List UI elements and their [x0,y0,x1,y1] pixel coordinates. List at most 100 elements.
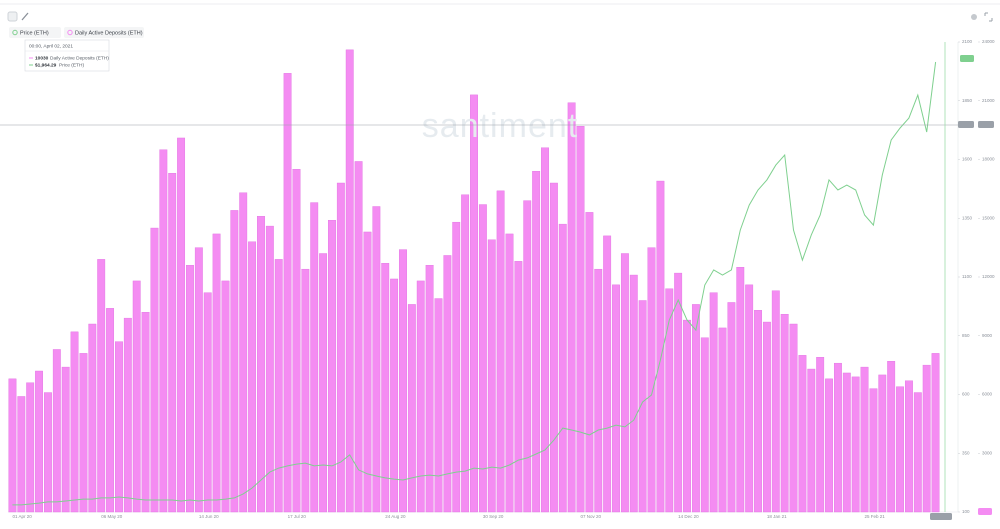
bar [257,216,265,513]
x-tick-label: 14 Jun 20 [199,514,219,519]
x-tick-label: 01 Apr 20 [12,514,32,519]
legend-swatch [67,29,73,36]
bar [700,337,709,513]
bar [239,192,248,513]
legend-label: Daily Active Deposits (ETH) [75,30,143,36]
bar [683,319,691,513]
bar [416,280,425,513]
legend-label: Price (ETH) [20,30,49,36]
y-tick-label: 15000 [982,215,995,220]
y2-tick-label: 100 [962,509,970,514]
settings-icon[interactable] [971,14,977,20]
bar [115,341,123,513]
bar [194,247,203,513]
y2-tick-label: 350 [962,450,970,455]
bar [905,380,913,513]
bar [851,376,860,513]
crosshair-badge [978,121,994,128]
bar [825,378,833,513]
y-tick-label: 3000 [982,450,993,455]
draw-icon[interactable] [21,12,29,21]
bar [913,392,922,513]
bar [301,268,310,513]
y2-tick-label: 1600 [962,157,973,162]
bar [878,374,887,513]
bar [736,267,745,513]
y-tick-label: 9000 [982,333,993,338]
bar [620,253,629,513]
date-badge [930,513,952,520]
bar [141,312,150,513]
bar [434,298,443,513]
tooltip-box [24,39,110,72]
bar [860,366,869,513]
bar [274,259,283,513]
tooltip-value: 10030 [35,55,49,61]
bar [310,202,319,513]
tooltip-label: Price (ETH) [59,62,84,68]
bar [345,49,354,513]
y-tick-label: 6000 [982,392,993,397]
deposits-badge [978,508,992,515]
bar [452,221,461,513]
bar [328,220,336,513]
y2-tick-label: 600 [962,392,970,397]
bar [88,323,97,513]
bar [478,204,487,513]
price-badge [960,55,974,62]
bar [496,190,505,513]
bar [177,137,186,513]
legend-chip[interactable] [64,27,144,38]
bar [17,396,26,513]
bar [159,149,168,513]
y-tick-label: 24000 [982,39,995,44]
bar [816,357,825,513]
fullscreen-icon[interactable] [984,12,993,22]
bar [674,272,683,513]
bar [390,278,399,513]
watermark: santiment [422,107,578,145]
bar [709,292,718,513]
bar [807,368,816,513]
bar [265,225,274,513]
bar [168,173,177,513]
bar [363,231,372,513]
toolbar-icon[interactable] [7,11,18,22]
x-tick-label: 25 Feb 21 [865,514,886,519]
x-tick-label: 30 Sep 20 [483,514,504,519]
bar [745,284,754,513]
bar [594,268,603,513]
y-tick-label: 18000 [982,157,995,162]
x-tick-label: 17 Jul 20 [288,514,307,519]
plot: 100 350 600 850 1100 1350 1600 1850 21000 3000 600… [8,39,995,519]
bar [585,212,594,513]
x-tick-label: 24 Aug 20 [385,514,406,519]
legend-swatch [12,29,18,36]
bar [896,386,904,513]
bar [61,366,70,513]
bar [8,378,17,513]
x-tick-label: 18 Jan 21 [767,514,787,519]
x-tick-label: 07 Nov 20 [581,514,602,519]
bar [514,261,523,513]
bar [931,353,940,513]
y2-tick-label: 1850 [962,98,973,103]
x-tick-label: 14 Dec 20 [678,514,699,519]
x-tick-label: 06 May 20 [101,514,123,519]
bar [691,304,700,513]
bar [79,353,88,513]
bar [283,73,292,513]
bar [221,280,230,513]
bar [372,206,381,513]
bar [647,247,656,513]
bar [603,235,612,513]
bar [336,182,345,513]
bar [629,274,638,513]
bar [727,302,736,513]
bar [549,182,558,513]
bar [425,265,434,513]
legend-chip[interactable] [9,27,61,38]
bar [656,180,665,513]
tooltip-value: $1,964.29 [35,62,57,68]
y-tick-label: 21000 [982,98,995,103]
